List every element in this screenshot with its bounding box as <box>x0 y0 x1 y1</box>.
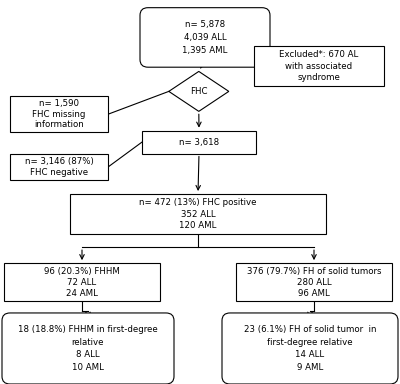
Text: n= 5,878: n= 5,878 <box>185 20 225 29</box>
Text: FHC negative: FHC negative <box>30 168 88 177</box>
Text: 120 AML: 120 AML <box>179 221 217 230</box>
Text: 8 ALL: 8 ALL <box>76 350 100 359</box>
Text: FHC missing: FHC missing <box>32 110 86 119</box>
Text: Excluded*: 670 AL: Excluded*: 670 AL <box>279 50 359 59</box>
FancyBboxPatch shape <box>10 154 108 180</box>
FancyBboxPatch shape <box>254 46 384 86</box>
Text: 4,039 ALL: 4,039 ALL <box>184 33 226 42</box>
Text: first-degree relative: first-degree relative <box>267 338 353 347</box>
FancyBboxPatch shape <box>142 131 256 154</box>
Text: FHC: FHC <box>190 87 208 96</box>
Text: 10 AML: 10 AML <box>72 362 104 372</box>
Text: n= 1,590: n= 1,590 <box>39 99 79 108</box>
Text: relative: relative <box>72 338 104 347</box>
Text: with associated: with associated <box>286 62 352 71</box>
Text: 24 AML: 24 AML <box>66 289 98 298</box>
Polygon shape <box>169 71 229 111</box>
Text: 9 AML: 9 AML <box>297 362 323 372</box>
Text: 14 ALL: 14 ALL <box>296 350 324 359</box>
Text: 72 ALL: 72 ALL <box>68 278 96 287</box>
FancyBboxPatch shape <box>2 313 174 384</box>
FancyBboxPatch shape <box>222 313 398 384</box>
Text: 280 ALL: 280 ALL <box>297 278 331 287</box>
Text: 352 ALL: 352 ALL <box>181 210 215 218</box>
Text: information: information <box>34 120 84 129</box>
Text: 18 (18.8%) FHHM in first-degree: 18 (18.8%) FHHM in first-degree <box>18 325 158 334</box>
Text: 23 (6.1%) FH of solid tumor  in: 23 (6.1%) FH of solid tumor in <box>244 325 376 334</box>
FancyBboxPatch shape <box>10 96 108 132</box>
Text: n= 3,146 (87%): n= 3,146 (87%) <box>25 157 93 166</box>
Text: 376 (79.7%) FH of solid tumors: 376 (79.7%) FH of solid tumors <box>247 267 381 276</box>
Text: n= 472 (13%) FHC positive: n= 472 (13%) FHC positive <box>139 198 257 207</box>
Text: 96 AML: 96 AML <box>298 289 330 298</box>
Text: n= 3,618: n= 3,618 <box>179 137 219 147</box>
FancyBboxPatch shape <box>236 263 392 301</box>
Text: 96 (20.3%) FHHM: 96 (20.3%) FHHM <box>44 267 120 276</box>
FancyBboxPatch shape <box>70 194 326 234</box>
FancyBboxPatch shape <box>4 263 160 301</box>
Text: 1,395 AML: 1,395 AML <box>182 46 228 55</box>
Text: syndrome: syndrome <box>298 73 340 82</box>
FancyBboxPatch shape <box>140 8 270 67</box>
